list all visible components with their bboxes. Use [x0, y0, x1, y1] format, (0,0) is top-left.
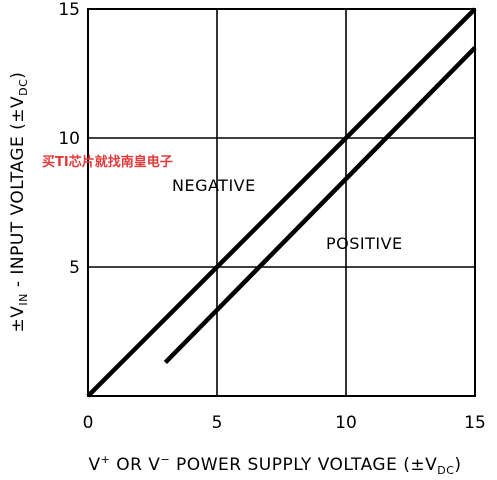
y-tick-label-15: 15 [58, 0, 80, 20]
watermark-text: 买TI芯片就找南皇电子 [42, 154, 173, 170]
series-layer [86, 7, 477, 398]
x-tick-label-15: 15 [464, 413, 486, 433]
y-tick-label-10: 10 [58, 129, 80, 149]
x-tick-label-5: 5 [212, 413, 223, 433]
y-tick-label-5: 5 [69, 258, 80, 278]
series-line-positive [163, 46, 477, 365]
series-label-positive: POSITIVE [326, 234, 403, 253]
plot-frame [87, 8, 476, 397]
x-tick-label-0: 0 [83, 413, 94, 433]
tick-labels: 0 5 10 15 5 10 15 [58, 0, 485, 433]
x-axis-label: V+ OR V− POWER SUPPLY VOLTAGE (±VDC) [88, 453, 461, 477]
series-line-negative [86, 7, 477, 398]
y-axis-label: ±VIN - INPUT VOLTAGE (±VDC) [8, 72, 30, 333]
series-label-negative: NEGATIVE [172, 176, 256, 195]
grid [87, 8, 476, 397]
x-tick-label-10: 10 [335, 413, 357, 433]
